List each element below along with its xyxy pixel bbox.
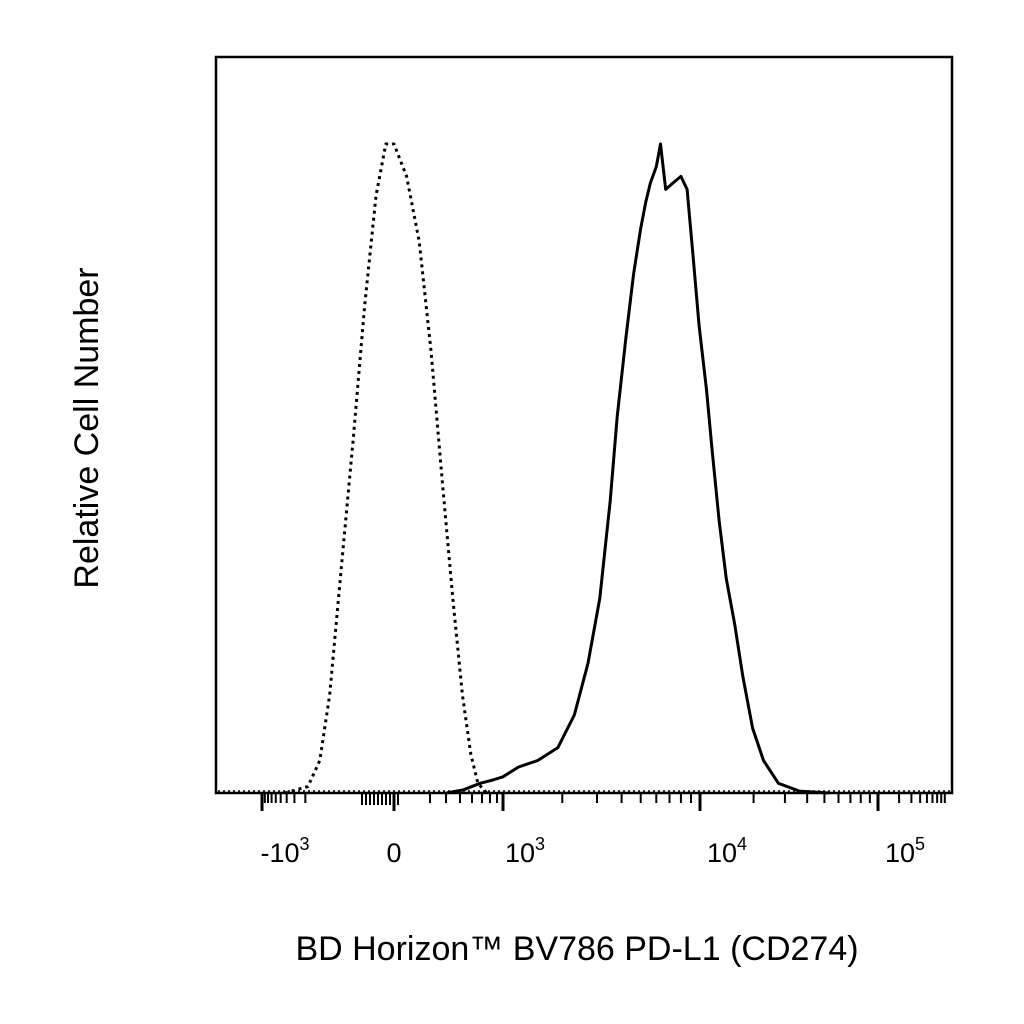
x-tick-label: 104 bbox=[707, 834, 747, 868]
x-tick-label: 105 bbox=[885, 834, 925, 868]
y-axis-title: Relative Cell Number bbox=[68, 267, 106, 588]
x-axis-minor-ticks bbox=[263, 793, 946, 805]
x-axis-major-ticks bbox=[260, 793, 880, 811]
dotted-series-line bbox=[284, 142, 488, 795]
x-axis-title: BD Horizon™ BV786 PD-L1 (CD274) bbox=[295, 930, 858, 968]
x-axis-tick-labels: -103 0 103 104 105 bbox=[260, 834, 925, 868]
series-layer bbox=[218, 142, 950, 795]
plot-frame bbox=[214, 55, 954, 795]
x-tick-label: 0 bbox=[386, 838, 401, 868]
x-tick-label: 103 bbox=[505, 834, 545, 868]
x-tick-label: -103 bbox=[260, 834, 309, 868]
solid-series-line bbox=[446, 142, 829, 795]
